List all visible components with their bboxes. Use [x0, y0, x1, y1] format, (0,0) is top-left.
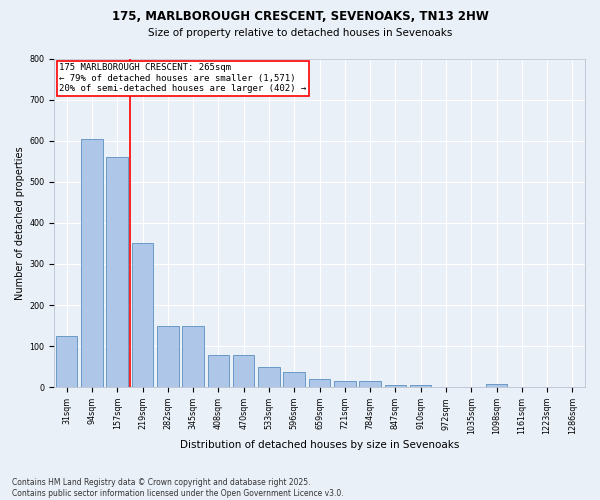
Bar — [182, 326, 204, 387]
X-axis label: Distribution of detached houses by size in Sevenoaks: Distribution of detached houses by size … — [180, 440, 459, 450]
Bar — [132, 244, 153, 387]
Text: Contains HM Land Registry data © Crown copyright and database right 2025.
Contai: Contains HM Land Registry data © Crown c… — [12, 478, 344, 498]
Bar — [486, 384, 507, 387]
Bar — [208, 355, 229, 387]
Y-axis label: Number of detached properties: Number of detached properties — [15, 146, 25, 300]
Text: 175, MARLBOROUGH CRESCENT, SEVENOAKS, TN13 2HW: 175, MARLBOROUGH CRESCENT, SEVENOAKS, TN… — [112, 10, 488, 23]
Bar — [385, 385, 406, 387]
Bar — [309, 379, 330, 387]
Text: Size of property relative to detached houses in Sevenoaks: Size of property relative to detached ho… — [148, 28, 452, 38]
Text: 175 MARLBOROUGH CRESCENT: 265sqm
← 79% of detached houses are smaller (1,571)
20: 175 MARLBOROUGH CRESCENT: 265sqm ← 79% o… — [59, 64, 307, 93]
Bar — [334, 381, 356, 387]
Bar — [410, 385, 431, 387]
Bar — [359, 381, 381, 387]
Bar — [258, 366, 280, 387]
Bar — [283, 372, 305, 387]
Bar — [106, 157, 128, 387]
Bar — [157, 326, 179, 387]
Bar — [56, 336, 77, 387]
Bar — [81, 138, 103, 387]
Bar — [233, 355, 254, 387]
